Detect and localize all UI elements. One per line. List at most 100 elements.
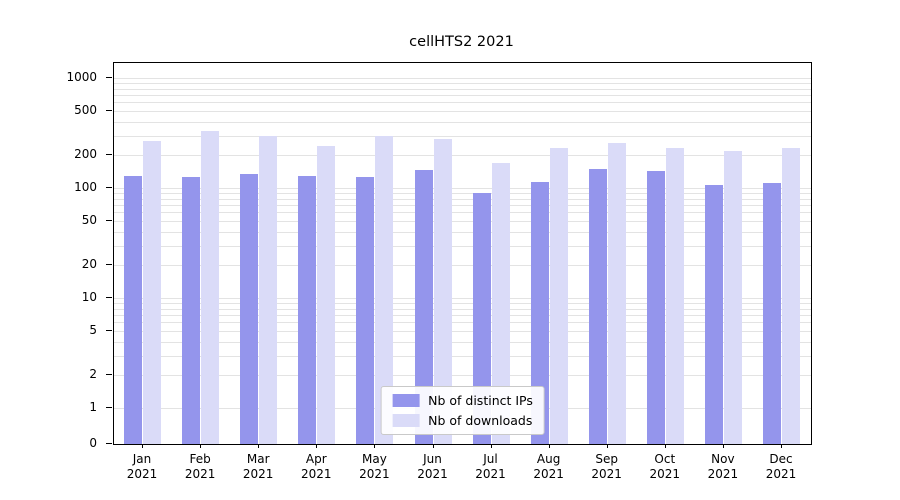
bar-downloads	[317, 146, 336, 444]
x-tick-mark	[606, 444, 608, 448]
x-tick-mark	[142, 444, 143, 448]
gridline	[114, 154, 811, 156]
legend-row-downloads: Nb of downloads	[392, 413, 533, 428]
bar-downloads	[375, 135, 394, 444]
bar-downloads	[549, 148, 568, 444]
gridline	[114, 322, 811, 324]
gridline	[114, 193, 811, 194]
x-tick-mark	[258, 444, 260, 448]
gridline	[114, 212, 811, 214]
gridline	[114, 78, 811, 79]
x-tick-label: Nov 2021	[707, 452, 739, 481]
bar-downloads	[143, 140, 161, 444]
bar-distinct-ips	[763, 182, 781, 444]
gridline	[114, 308, 811, 310]
x-tick-label: Jun 2021	[417, 452, 448, 481]
gridline	[114, 205, 811, 206]
bar-distinct-ips	[530, 182, 549, 444]
y-tick-mark	[106, 77, 112, 78]
x-tick-label: Sep 2021	[591, 452, 622, 481]
x-tick-mark	[722, 444, 724, 448]
x-tick-mark	[432, 444, 434, 448]
gridline	[114, 88, 811, 90]
gridline	[114, 331, 811, 333]
gridline	[114, 374, 811, 376]
bar-distinct-ips	[588, 168, 607, 444]
legend-swatch-downloads	[392, 414, 420, 427]
x-tick-label: May 2021	[359, 452, 390, 481]
y-tick-label: 1000	[66, 70, 97, 84]
gridline	[114, 83, 811, 84]
x-tick-mark	[664, 444, 666, 448]
gridline	[114, 135, 811, 137]
gridline	[114, 298, 811, 299]
x-tick-mark	[316, 444, 318, 448]
x-tick-label: Oct 2021	[649, 452, 681, 481]
gridline	[114, 303, 811, 304]
bar-distinct-ips	[124, 175, 142, 444]
y-tick-label: 200	[74, 146, 97, 161]
gridline	[114, 95, 811, 96]
gridline	[114, 188, 811, 189]
gridline	[114, 341, 811, 343]
x-tick-mark	[781, 444, 782, 448]
bar-downloads	[491, 162, 510, 444]
x-tick-mark	[490, 444, 492, 448]
x-tick-mark	[374, 444, 376, 448]
y-tick-mark	[106, 220, 112, 222]
bar-distinct-ips	[182, 176, 201, 444]
legend-swatch-distinct-ips	[392, 394, 420, 407]
x-tick-label: Feb 2021	[184, 452, 216, 481]
y-tick-mark	[106, 110, 112, 112]
y-tick-mark	[106, 443, 112, 444]
y-tick-mark	[106, 297, 112, 298]
gridline	[114, 198, 811, 200]
gridline	[114, 221, 811, 223]
bar-downloads	[782, 148, 800, 444]
y-tick-mark	[106, 153, 112, 155]
bar-distinct-ips	[704, 185, 723, 444]
legend-label-downloads: Nb of downloads	[428, 413, 533, 428]
bar-downloads	[723, 151, 742, 444]
x-axis: Jan 2021 Feb 2021 Mar 2021 Apr 2021 May 2021…	[113, 444, 810, 494]
x-tick-label: Dec 2021	[765, 452, 797, 481]
y-tick-label: 2	[89, 366, 97, 381]
x-tick-label: Mar 2021	[242, 452, 274, 481]
legend-row-distinct-ips: Nb of distinct IPs	[392, 393, 533, 408]
x-tick-label: Apr 2021	[301, 452, 332, 481]
y-tick-label: 50	[81, 213, 97, 228]
y-tick-label: 5	[89, 323, 97, 338]
x-tick-mark	[548, 444, 550, 448]
y-tick-mark	[106, 263, 112, 265]
bar-distinct-ips	[240, 174, 259, 444]
y-tick-label: 0	[89, 436, 97, 450]
bar-downloads	[201, 131, 220, 444]
y-tick-mark	[106, 407, 112, 408]
gridline	[114, 245, 811, 247]
y-tick-mark	[106, 373, 112, 375]
chart-title: cellHTS2 2021	[409, 34, 514, 50]
bar-distinct-ips	[646, 171, 665, 444]
bar-downloads	[259, 135, 278, 444]
gridline	[114, 102, 811, 104]
legend: Nb of distinct IPs Nb of downloads	[380, 386, 545, 435]
y-tick-label: 1	[89, 400, 97, 414]
bar-downloads	[665, 148, 684, 444]
legend-label-distinct-ips: Nb of distinct IPs	[428, 393, 533, 408]
gridline	[114, 315, 811, 316]
bar-distinct-ips	[414, 170, 433, 444]
y-axis: 0 1 2 5 10 20 50 100 200 500 1000	[0, 62, 113, 450]
y-tick-mark	[106, 187, 112, 188]
bar-downloads	[433, 138, 452, 444]
y-tick-mark	[106, 330, 112, 332]
gridline	[114, 111, 811, 113]
gridline	[114, 121, 811, 123]
x-tick-mark	[200, 444, 202, 448]
y-tick-label: 100	[74, 180, 97, 194]
x-tick-label: Jul 2021	[475, 452, 506, 481]
bar-distinct-ips	[472, 193, 491, 444]
bar-distinct-ips	[356, 177, 375, 444]
bar-downloads	[607, 143, 626, 444]
x-tick-label: Aug 2021	[533, 452, 564, 481]
